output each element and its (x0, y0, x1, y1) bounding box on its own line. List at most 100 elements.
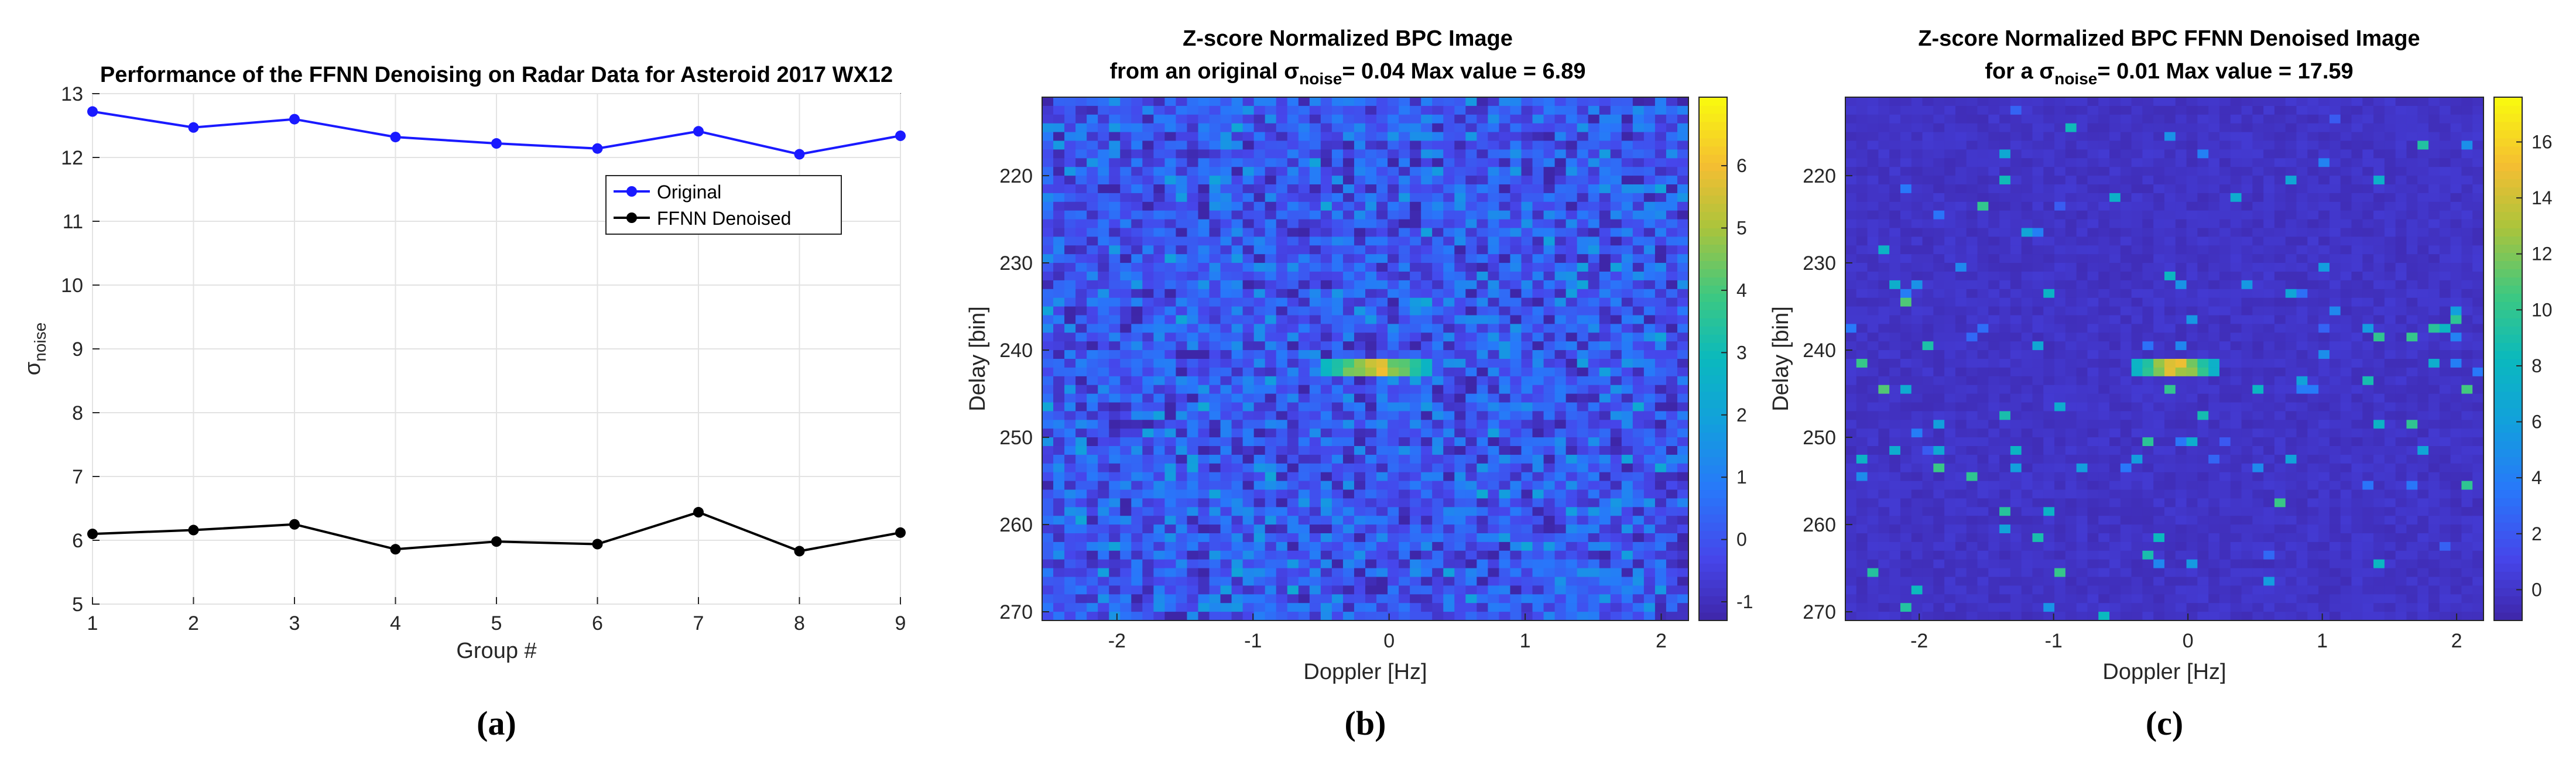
heatmap-cell (1331, 524, 1344, 534)
heatmap-cell (2373, 263, 2385, 272)
heatmap-cell (2219, 140, 2231, 150)
heatmap-cell (2417, 236, 2429, 246)
heatmap-cell (1242, 236, 1255, 246)
heatmap-cell (1320, 533, 1332, 543)
heatmap-cell (1388, 359, 1399, 368)
colorbar-segment (1699, 220, 1727, 229)
heatmap-cell (2153, 167, 2165, 176)
heatmap-cell (1889, 280, 1901, 290)
heatmap-cell (1331, 359, 1344, 368)
heatmap-cell (1265, 446, 1277, 455)
heatmap-cell (2010, 158, 2022, 167)
heatmap-cell (1454, 219, 1466, 229)
heatmap-cell (2164, 254, 2176, 263)
heatmap-cell (1064, 454, 1076, 464)
heatmap-cell (2428, 158, 2440, 167)
heatmap-cell (1331, 481, 1344, 491)
heatmap-cell (1220, 315, 1232, 324)
heatmap-cell (1376, 446, 1388, 455)
heatmap-cell (1042, 594, 1054, 604)
heatmap-cell (1521, 393, 1533, 403)
heatmap-cell (1064, 254, 1076, 263)
heatmap-cell (1521, 568, 1533, 578)
heatmap-cell (1298, 446, 1310, 455)
heatmap-cell (1566, 454, 1578, 464)
heatmap-cell (1521, 219, 1533, 229)
heatmap-cell (1677, 507, 1689, 516)
heatmap-cell (2186, 228, 2198, 237)
heatmap-cell (1488, 367, 1500, 377)
heatmap-cell (1365, 585, 1377, 595)
heatmap-cell (1388, 272, 1399, 281)
heatmap-cell (1632, 289, 1645, 299)
heatmap-cell (1153, 446, 1165, 455)
heatmap-cell (1142, 507, 1154, 516)
heatmap-cell (1276, 193, 1288, 203)
heatmap-cell (1944, 97, 1956, 107)
heatmap-cell (1176, 105, 1188, 115)
heatmap-cell (1142, 123, 1154, 133)
heatmap-cell (1911, 123, 1923, 133)
heatmap-cell (1566, 184, 1578, 194)
heatmap-cell (1109, 446, 1121, 455)
heatmap-cell (1253, 272, 1266, 281)
heatmap-cell (1610, 132, 1622, 142)
heatmap-cell (2373, 158, 2385, 167)
heatmap-cell (1042, 568, 1054, 578)
heatmap-cell (1142, 359, 1154, 368)
heatmap-cell (1265, 367, 1277, 377)
heatmap-cell (1421, 359, 1433, 368)
heatmap-cell (1654, 594, 1667, 604)
heatmap-cell (2461, 140, 2473, 150)
heatmap-cell (1632, 123, 1645, 133)
heatmap-cell (1410, 167, 1421, 176)
heatmap-cell (1198, 263, 1210, 272)
heatmap-cell (1331, 585, 1344, 595)
heatmap-cell (1131, 367, 1143, 377)
heatmap-cell (1153, 428, 1165, 438)
heatmap-cell (1454, 498, 1466, 508)
heatmap-cell (2439, 272, 2451, 281)
heatmap-cell (2395, 140, 2407, 150)
heatmap-cell (1499, 420, 1511, 429)
heatmap-cell (1176, 594, 1188, 604)
heatmap-cell (1677, 481, 1689, 491)
heatmap-cell (2340, 123, 2352, 133)
heatmap-cell (1220, 158, 1232, 167)
heatmap-cell (2120, 193, 2132, 203)
heatmap-cell (2131, 97, 2143, 107)
heatmap-cell (1443, 341, 1455, 351)
heatmap-cell (1131, 245, 1143, 255)
heatmap-cell (1265, 97, 1277, 107)
heatmap-cell (1109, 158, 1121, 167)
heatmap-cell (1153, 306, 1165, 316)
heatmap-cell (1187, 559, 1199, 569)
heatmap-cell (1488, 272, 1500, 281)
heatmap-cell (1510, 158, 1522, 167)
heatmap-cell (1075, 236, 1087, 246)
heatmap-cell (1432, 411, 1444, 420)
heatmap-cell (1654, 359, 1667, 368)
heatmap-cell (1376, 97, 1388, 107)
heatmap-cell (1253, 193, 1266, 203)
heatmap-cell (2197, 280, 2209, 290)
heatmap-cell (1276, 359, 1288, 368)
heatmap-cell (1510, 176, 1522, 185)
heatmap-cell (1298, 550, 1310, 560)
heatmap-cell (1153, 140, 1165, 150)
colorbar-segment (1699, 318, 1727, 327)
heatmap-cell (2428, 245, 2440, 255)
heatmap-cell (2252, 236, 2264, 246)
heatmap-cell (1087, 533, 1098, 543)
heatmap-cell (1298, 489, 1310, 499)
heatmap-cell (1577, 324, 1589, 333)
heatmap-cell (2098, 184, 2110, 194)
heatmap-cell (1477, 97, 1488, 107)
heatmap-cell (1999, 123, 2011, 133)
heatmap-cell (1120, 350, 1132, 359)
heatmap-cell (1499, 524, 1511, 534)
heatmap-cell (2329, 132, 2341, 142)
heatmap-cell (1454, 568, 1466, 578)
heatmap-cell (1599, 402, 1611, 412)
heatmap-cell (1966, 132, 1978, 142)
